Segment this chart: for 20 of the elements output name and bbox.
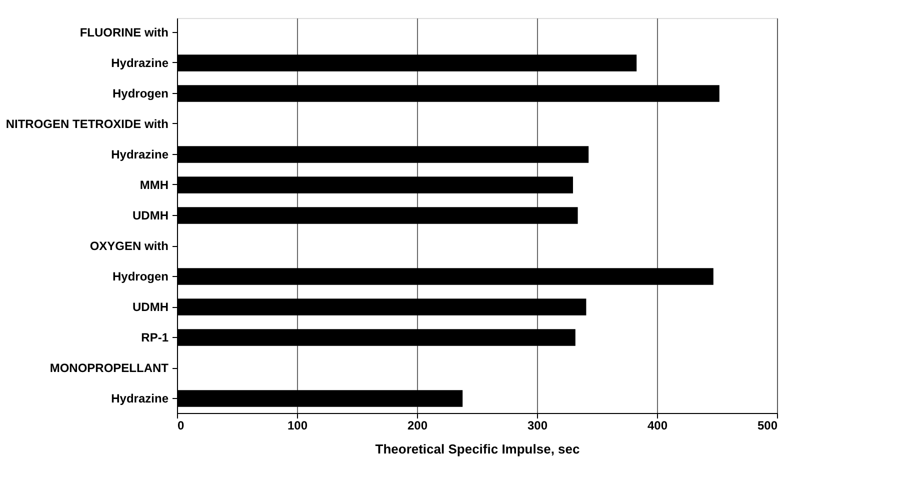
y-tick-label: Hydrogen — [112, 270, 168, 284]
y-tick-label: UDMH — [132, 208, 168, 222]
y-tick-label: Hydrazine — [111, 56, 169, 70]
x-tick-label: 100 — [287, 418, 308, 432]
x-tick-label: 300 — [527, 418, 548, 432]
y-tick-label: Hydrazine — [111, 392, 169, 406]
y-tick-label: FLUORINE with — [80, 25, 168, 40]
y-tick-label: RP-1 — [141, 330, 169, 345]
y-tick-label: Hydrazine — [111, 147, 169, 162]
x-tick-label: 400 — [647, 418, 668, 432]
x-axis-title: Theoretical Specific Impulse, sec — [375, 442, 580, 456]
y-tick-label: Hydrogen — [112, 86, 168, 100]
x-tick-label: 0 — [178, 418, 184, 432]
x-tick-label: 200 — [407, 418, 428, 432]
y-tick-label: OXYGEN with — [90, 239, 168, 253]
y-tick-label: UDMH — [132, 300, 168, 314]
y-tick-label: MMH — [140, 178, 168, 192]
y-tick-label: NITROGEN TETROXIDE with — [6, 116, 168, 131]
y-tick-label: MONOPROPELLANT — [50, 361, 170, 376]
x-tick-label: 500 — [757, 418, 778, 432]
